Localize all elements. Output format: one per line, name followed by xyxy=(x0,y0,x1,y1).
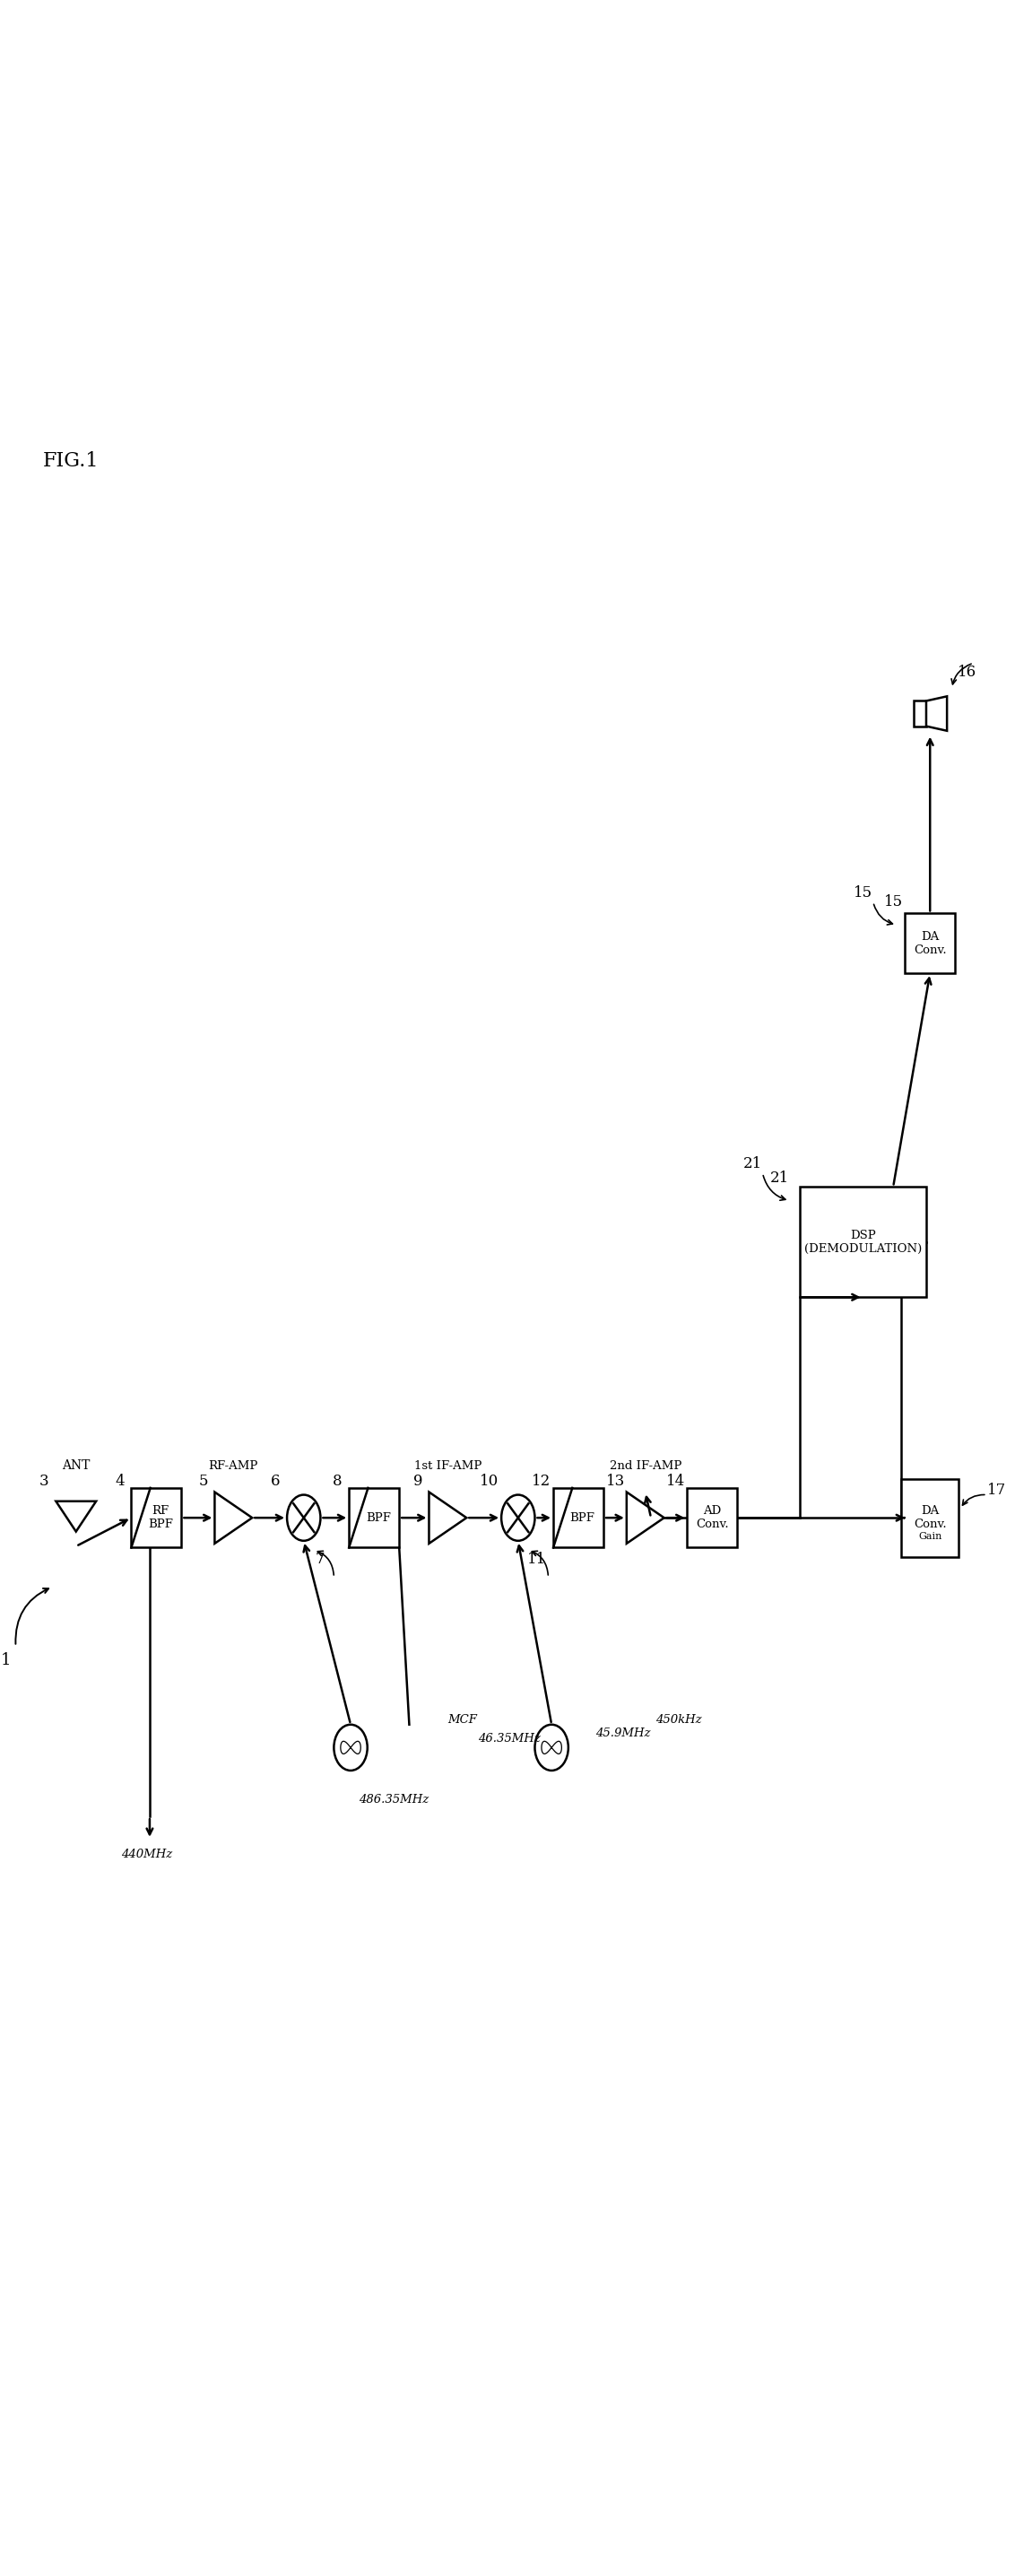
Bar xyxy=(349,1489,399,1548)
Bar xyxy=(553,1489,604,1548)
Text: 1st IF-AMP: 1st IF-AMP xyxy=(414,1461,481,1471)
Text: 486.35MHz: 486.35MHz xyxy=(359,1793,429,1806)
Text: 14: 14 xyxy=(666,1473,685,1489)
Text: 8: 8 xyxy=(333,1473,342,1489)
Polygon shape xyxy=(927,696,947,732)
Text: 13: 13 xyxy=(606,1473,625,1489)
Text: ANT: ANT xyxy=(62,1458,90,1471)
Text: 5: 5 xyxy=(199,1473,208,1489)
Text: BPF: BPF xyxy=(569,1512,595,1522)
Text: 9: 9 xyxy=(413,1473,422,1489)
Text: 45.9MHz: 45.9MHz xyxy=(595,1728,651,1739)
Bar xyxy=(131,1489,182,1548)
Text: 16: 16 xyxy=(957,665,976,680)
Text: 2nd IF-AMP: 2nd IF-AMP xyxy=(609,1461,681,1471)
Circle shape xyxy=(287,1494,321,1540)
Text: 17: 17 xyxy=(988,1484,1007,1497)
Bar xyxy=(901,1479,958,1556)
Text: 3: 3 xyxy=(40,1473,49,1489)
Text: 440MHz: 440MHz xyxy=(121,1850,172,1860)
Text: 21: 21 xyxy=(769,1170,789,1185)
Text: 6: 6 xyxy=(271,1473,280,1489)
Bar xyxy=(914,701,927,726)
Text: 7: 7 xyxy=(316,1551,325,1566)
Circle shape xyxy=(334,1723,367,1770)
Bar xyxy=(687,1489,738,1548)
Polygon shape xyxy=(214,1492,252,1543)
Text: RF-AMP: RF-AMP xyxy=(209,1461,258,1471)
Text: 15: 15 xyxy=(884,894,902,909)
Text: 450kHz: 450kHz xyxy=(656,1713,701,1726)
Text: 1: 1 xyxy=(1,1651,11,1669)
Text: 21: 21 xyxy=(743,1157,762,1172)
Text: BPF: BPF xyxy=(365,1512,391,1522)
Polygon shape xyxy=(56,1502,96,1533)
Text: DSP
(DEMODULATION): DSP (DEMODULATION) xyxy=(804,1229,922,1255)
Circle shape xyxy=(535,1723,568,1770)
Text: 46.35MHz: 46.35MHz xyxy=(478,1734,541,1744)
Text: AD
Conv.: AD Conv. xyxy=(696,1504,729,1530)
Text: 11: 11 xyxy=(527,1551,546,1566)
Polygon shape xyxy=(626,1492,664,1543)
Circle shape xyxy=(501,1494,535,1540)
Text: 12: 12 xyxy=(532,1473,551,1489)
Text: 4: 4 xyxy=(115,1473,124,1489)
Text: DA
Conv.: DA Conv. xyxy=(914,1504,946,1530)
Text: MCF: MCF xyxy=(448,1713,477,1726)
Polygon shape xyxy=(429,1492,467,1543)
Text: FIG.1: FIG.1 xyxy=(43,451,98,471)
Text: RF
BPF: RF BPF xyxy=(148,1504,173,1530)
Text: 15: 15 xyxy=(854,886,873,902)
Text: 10: 10 xyxy=(480,1473,499,1489)
Text: Gain: Gain xyxy=(919,1533,942,1540)
Bar xyxy=(800,1188,927,1298)
Bar xyxy=(905,914,955,974)
Text: DA
Conv.: DA Conv. xyxy=(914,930,946,956)
